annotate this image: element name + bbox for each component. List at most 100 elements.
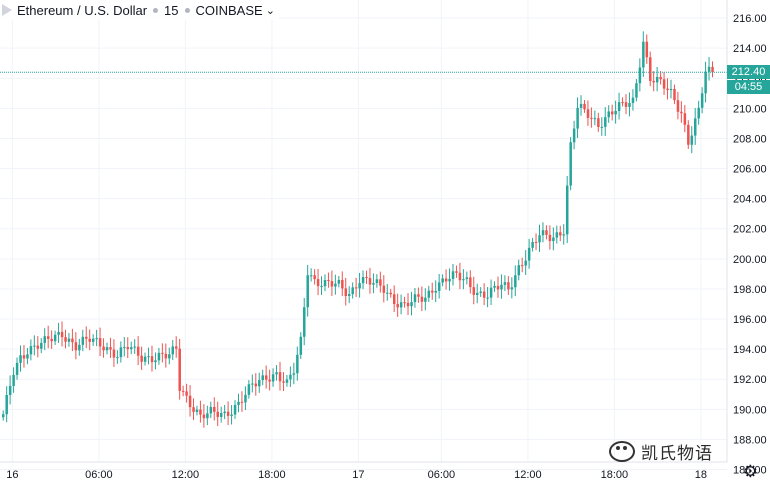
candle-body — [91, 338, 95, 342]
candle-body — [386, 292, 389, 294]
price-tick-label: 214.00 — [733, 43, 767, 55]
price-tick-label: 200.00 — [733, 254, 767, 266]
candle-body — [458, 272, 462, 281]
candle-body — [569, 142, 572, 186]
candle-body — [57, 331, 60, 335]
candle-body — [590, 117, 593, 119]
candle-body — [700, 93, 704, 108]
candle-body — [593, 118, 597, 120]
candle-body — [261, 375, 264, 381]
candle-body — [226, 411, 230, 416]
candle-body — [19, 355, 22, 363]
time-axis: 16 06:00 12:00 18:00 17 06:00 12:00 18:00 18 — [6, 469, 707, 481]
candle-body — [531, 241, 534, 248]
candle-body — [85, 336, 88, 339]
candle-body — [680, 111, 683, 114]
candle-body — [510, 287, 514, 290]
candle-body — [303, 307, 306, 337]
candle-body — [199, 409, 202, 415]
candle-body — [254, 383, 258, 387]
candle-body — [53, 334, 57, 342]
candle-body — [476, 292, 479, 295]
candle-body — [645, 41, 649, 58]
candle-body — [652, 80, 655, 83]
candle-body — [192, 407, 195, 412]
candle-body — [396, 304, 399, 308]
candle-body — [202, 414, 206, 419]
wechat-bubble-icon — [609, 441, 635, 462]
candle-body — [105, 347, 109, 351]
candle-body — [500, 284, 503, 290]
time-tick-label: 12:00 — [172, 469, 200, 481]
candle-body — [102, 346, 105, 351]
candle-body — [188, 395, 192, 408]
candle-body — [527, 247, 531, 261]
candle-body — [372, 283, 375, 285]
candle-body — [271, 374, 275, 382]
price-tick-label: 206.00 — [733, 164, 767, 176]
symbol-header[interactable]: Ethereum / U.S. Dollar 15 COINBASE ⌄ — [0, 0, 279, 20]
candle-body — [67, 338, 71, 342]
candle-body — [368, 278, 372, 285]
candle-body — [36, 345, 40, 349]
candle-body — [666, 88, 669, 91]
candle-body — [306, 275, 309, 308]
candle-body — [600, 126, 604, 128]
candle-body — [195, 409, 199, 412]
candle-body — [707, 66, 711, 72]
chevron-down-icon[interactable]: ⌄ — [265, 4, 275, 17]
price-axis: 216.00214.00212.00210.00208.00206.00204.… — [733, 13, 767, 476]
candle-body — [40, 342, 43, 349]
candle-body — [690, 135, 694, 145]
candle-body — [247, 384, 251, 395]
collapse-arrow-icon[interactable] — [2, 4, 12, 16]
candle-body — [628, 103, 631, 107]
candle-body — [157, 352, 161, 361]
candle-body — [444, 278, 448, 282]
candle-body — [424, 297, 427, 302]
gear-icon[interactable]: ⚙ — [742, 462, 758, 481]
candle-body — [233, 405, 237, 415]
candle-body — [517, 265, 521, 276]
candle-body — [264, 375, 268, 380]
candle-body — [493, 285, 496, 288]
candle-body — [78, 344, 81, 351]
candle-body — [375, 279, 379, 284]
candle-body — [559, 232, 562, 236]
candle-body — [334, 283, 337, 287]
candle-body — [462, 279, 465, 281]
candle-body — [562, 234, 566, 236]
candle-body — [455, 271, 458, 273]
candle-body — [296, 354, 299, 374]
price-tick-label: 194.00 — [733, 344, 767, 356]
candle-body — [704, 71, 707, 94]
watermark: 凯氏物语 — [609, 439, 713, 464]
candle-body — [676, 100, 680, 112]
candle-body — [150, 356, 154, 363]
candle-body — [216, 411, 220, 417]
candle-body — [133, 346, 136, 348]
candle-body — [545, 230, 548, 235]
candle-body — [8, 385, 12, 396]
candle-body — [548, 234, 552, 242]
candle-body — [534, 241, 538, 243]
candle-body — [524, 260, 527, 266]
candle-body — [614, 110, 617, 115]
candle-body — [403, 302, 406, 304]
candles — [2, 31, 714, 428]
candle-body — [313, 275, 316, 280]
candle-body — [694, 118, 697, 136]
candle-body — [337, 279, 341, 284]
candle-body — [282, 381, 285, 383]
candle-body — [299, 336, 303, 355]
candle-body — [213, 406, 216, 412]
candle-body — [130, 347, 133, 350]
candle-body — [379, 279, 382, 286]
candle-body — [572, 128, 576, 143]
candle-body — [206, 413, 209, 419]
candle-body — [642, 41, 645, 68]
candle-body — [431, 290, 434, 293]
candle-body — [136, 346, 140, 356]
candle-body — [88, 338, 91, 342]
